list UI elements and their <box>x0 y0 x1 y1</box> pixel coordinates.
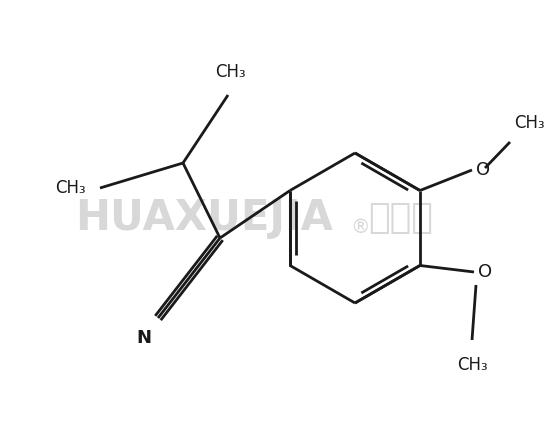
Text: CH₃: CH₃ <box>514 114 545 132</box>
Text: N: N <box>137 329 152 347</box>
Text: HUAXUEJIA: HUAXUEJIA <box>75 197 333 239</box>
Text: O: O <box>478 263 492 281</box>
Text: CH₃: CH₃ <box>457 356 487 374</box>
Text: CH₃: CH₃ <box>55 179 86 197</box>
Text: ®: ® <box>350 218 370 237</box>
Text: O: O <box>476 161 490 179</box>
Text: 化学加: 化学加 <box>368 201 433 235</box>
Text: CH₃: CH₃ <box>214 63 245 81</box>
